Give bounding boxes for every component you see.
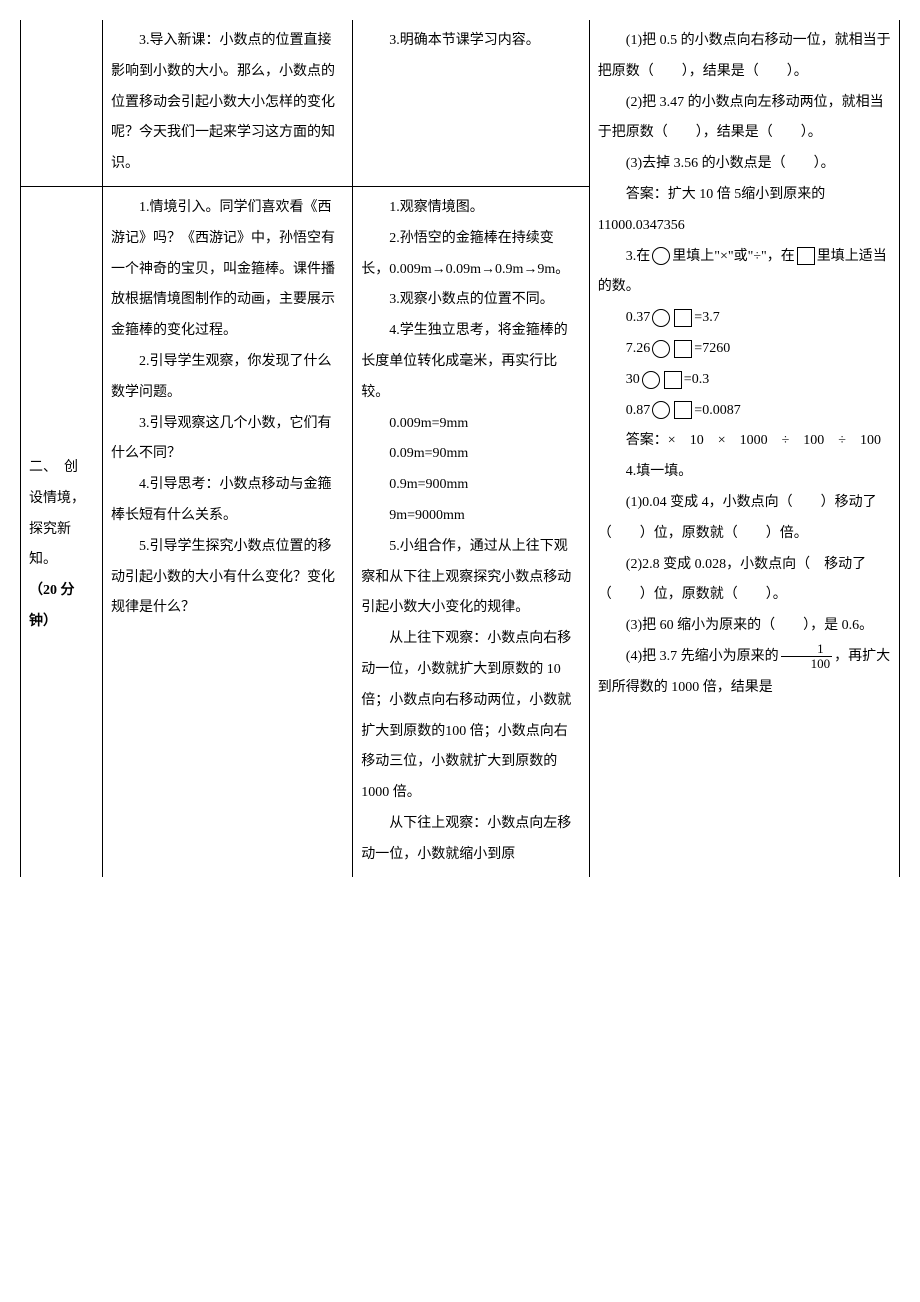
eq4-b: =0.0087 — [694, 403, 740, 418]
exercise-cell: (1)把 0.5 的小数点向右移动一位，就相当于把原数（ ），结果是（ ）。 (… — [589, 20, 899, 877]
exercise-p1: (1)把 0.5 的小数点向右移动一位，就相当于把原数（ ），结果是（ ）。 — [598, 26, 891, 88]
student-p1: 1.观察情境图。 — [361, 193, 581, 224]
eq3-b: =0.3 — [684, 372, 709, 387]
student-eq3: 0.9m=900mm — [361, 470, 581, 501]
student-cell-2: 1.观察情境图。 2.孙悟空的金箍棒在持续变长，0.009m→0.09m→0.9… — [353, 186, 590, 876]
exercise-p11-a: (4)把 3.7 先缩小为原来的 — [626, 649, 779, 664]
student-eq1: 0.009m=9mm — [361, 409, 581, 440]
table-row-1: 3.导入新课：小数点的位置直接影响到小数的大小。那么，小数点的位置移动会引起小数… — [21, 20, 900, 186]
student-p7: 从下往上观察：小数点向左移动一位，小数就缩小到原 — [361, 809, 581, 871]
stage-cell-2: 二、 创 设情境， 探究新知。 （20 分 钟） — [21, 186, 103, 876]
exercise-eq3: 30 =0.3 — [598, 365, 891, 396]
circle-icon — [652, 247, 670, 265]
teacher-cell-2: 1.情境引入。同学们喜欢看《西游记》吗？《西游记》中，孙悟空有一个神奇的宝贝，叫… — [103, 186, 353, 876]
exercise-eq1: 0.37 =3.7 — [598, 303, 891, 334]
square-icon — [674, 401, 692, 419]
circle-icon — [652, 340, 670, 358]
student-p4: 4.学生独立思考，将金箍棒的长度单位转化成毫米，再实行比较。 — [361, 316, 581, 408]
student-eq2: 0.09m=90mm — [361, 439, 581, 470]
exercise-p6: 答案：× 10 × 1000 ÷ 100 ÷ 100 — [598, 426, 891, 457]
student-r1-p1: 3.明确本节课学习内容。 — [361, 26, 581, 57]
circle-icon — [652, 401, 670, 419]
exercise-p5: 3.在里填上"×"或"÷"，在里填上适当的数。 — [598, 242, 891, 304]
eq3-a: 30 — [626, 372, 640, 387]
exercise-p3: (3)去掉 3.56 的小数点是（ ）。 — [598, 149, 891, 180]
exercise-p9: (2)2.8 变成 0.028，小数点向（ 移动了（ ）位，原数就（ ）。 — [598, 550, 891, 612]
eq4-a: 0.87 — [626, 403, 651, 418]
exercise-p5-b: 里填上"×"或"÷"，在 — [672, 249, 794, 264]
square-icon — [674, 309, 692, 327]
exercise-p4: 答案：扩大 10 倍 5缩小到原来的11000.0347356 — [598, 180, 891, 242]
student-p5: 5.小组合作，通过从上往下观察和从下往上观察探究小数点移动引起小数大小变化的规律… — [361, 532, 581, 624]
square-icon — [674, 340, 692, 358]
stage-l5: 钟） — [29, 607, 94, 638]
fraction-numerator: 1 — [781, 642, 833, 657]
stage-l1: 二、 创 — [29, 453, 94, 484]
exercise-p2: (2)把 3.47 的小数点向左移动两位，就相当于把原数（ ），结果是（ ）。 — [598, 88, 891, 150]
student-eq4: 9m=9000mm — [361, 501, 581, 532]
stage-spacer — [29, 193, 94, 453]
exercise-p11: (4)把 3.7 先缩小为原来的1100，再扩大到所得数的 1000 倍，结果是 — [598, 642, 891, 704]
student-cell-1: 3.明确本节课学习内容。 — [353, 20, 590, 186]
square-icon — [664, 371, 682, 389]
exercise-p7: 4.填一填。 — [598, 457, 891, 488]
stage-l2: 设情境， — [29, 484, 94, 515]
exercise-p10: (3)把 60 缩小为原来的（ ），是 0.6。 — [598, 611, 891, 642]
circle-icon — [642, 371, 660, 389]
stage-l4: （20 分 — [29, 576, 94, 607]
fraction: 1100 — [781, 642, 833, 672]
teacher-p2: 2.引导学生观察，你发现了什么数学问题。 — [111, 347, 344, 409]
eq2-b: =7260 — [694, 341, 730, 356]
teacher-p4: 4.引导思考：小数点移动与金箍棒长短有什么关系。 — [111, 470, 344, 532]
eq1-a: 0.37 — [626, 310, 651, 325]
student-p3: 3.观察小数点的位置不同。 — [361, 285, 581, 316]
eq2-a: 7.26 — [626, 341, 651, 356]
student-p6: 从上往下观察：小数点向右移动一位，小数就扩大到原数的 10 倍；小数点向右移动两… — [361, 624, 581, 809]
fraction-denominator: 100 — [781, 657, 833, 671]
exercise-p8: (1)0.04 变成 4，小数点向（ ）移动了（ ）位，原数就（ ）倍。 — [598, 488, 891, 550]
teacher-cell-1: 3.导入新课：小数点的位置直接影响到小数的大小。那么，小数点的位置移动会引起小数… — [103, 20, 353, 186]
teacher-p3: 3.引导观察这几个小数，它们有什么不同？ — [111, 409, 344, 471]
exercise-p5-a: 3.在 — [626, 249, 651, 264]
teacher-p1: 1.情境引入。同学们喜欢看《西游记》吗？《西游记》中，孙悟空有一个神奇的宝贝，叫… — [111, 193, 344, 347]
exercise-eq2: 7.26 =7260 — [598, 334, 891, 365]
circle-icon — [652, 309, 670, 327]
teacher-p5: 5.引导学生探究小数点位置的移动引起小数的大小有什么变化？变化规律是什么？ — [111, 532, 344, 624]
exercise-eq4: 0.87 =0.0087 — [598, 396, 891, 427]
stage-l3: 探究新知。 — [29, 515, 94, 577]
teacher-r1-p1: 3.导入新课：小数点的位置直接影响到小数的大小。那么，小数点的位置移动会引起小数… — [111, 26, 344, 180]
student-p2: 2.孙悟空的金箍棒在持续变长，0.009m→0.09m→0.9m→9m。 — [361, 224, 581, 286]
lesson-table: 3.导入新课：小数点的位置直接影响到小数的大小。那么，小数点的位置移动会引起小数… — [20, 20, 900, 877]
stage-cell-1 — [21, 20, 103, 186]
square-icon — [797, 247, 815, 265]
eq1-b: =3.7 — [694, 310, 719, 325]
